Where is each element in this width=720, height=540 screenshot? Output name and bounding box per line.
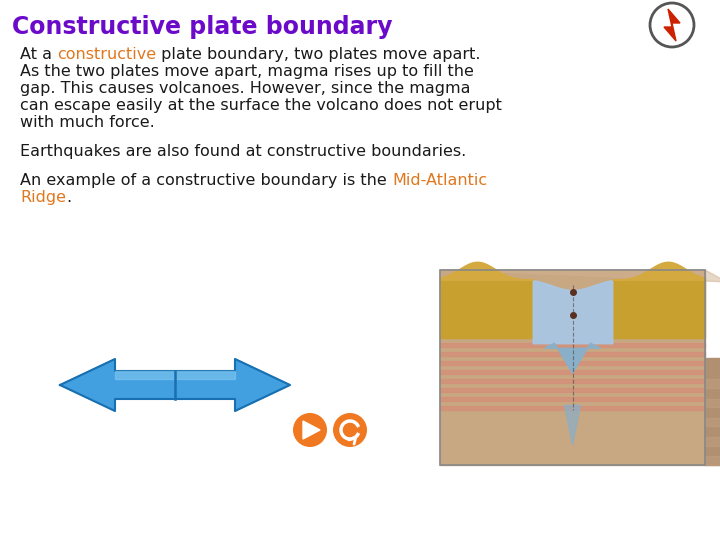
Polygon shape bbox=[440, 343, 705, 347]
Polygon shape bbox=[440, 270, 705, 465]
Polygon shape bbox=[544, 343, 600, 373]
Text: with much force.: with much force. bbox=[20, 115, 155, 130]
Polygon shape bbox=[440, 280, 533, 338]
Polygon shape bbox=[705, 357, 720, 465]
Text: Mid-Atlantic: Mid-Atlantic bbox=[392, 173, 487, 188]
Polygon shape bbox=[664, 9, 680, 41]
Text: As the two plates move apart, magma rises up to fill the: As the two plates move apart, magma rise… bbox=[20, 64, 474, 79]
Text: plate boundary, two plates move apart.: plate boundary, two plates move apart. bbox=[156, 47, 481, 62]
Text: At a: At a bbox=[20, 47, 57, 62]
Text: Constructive plate boundary: Constructive plate boundary bbox=[12, 15, 392, 39]
Polygon shape bbox=[303, 421, 320, 439]
Circle shape bbox=[293, 413, 327, 447]
Circle shape bbox=[333, 413, 367, 447]
Polygon shape bbox=[612, 280, 705, 338]
Text: Earthquakes are also found at constructive boundaries.: Earthquakes are also found at constructi… bbox=[20, 144, 467, 159]
Text: An example of a constructive boundary is the: An example of a constructive boundary is… bbox=[20, 173, 392, 188]
Text: Ridge: Ridge bbox=[20, 190, 66, 205]
Bar bbox=[440, 270, 705, 465]
Text: constructive: constructive bbox=[57, 47, 156, 62]
Polygon shape bbox=[440, 361, 705, 365]
Polygon shape bbox=[705, 456, 720, 465]
Polygon shape bbox=[705, 399, 720, 407]
Polygon shape bbox=[705, 418, 720, 427]
Polygon shape bbox=[440, 388, 705, 393]
Polygon shape bbox=[60, 359, 290, 411]
Polygon shape bbox=[440, 397, 705, 401]
Polygon shape bbox=[440, 379, 705, 383]
Text: gap. This causes volcanoes. However, since the magma: gap. This causes volcanoes. However, sin… bbox=[20, 81, 470, 96]
Text: .: . bbox=[66, 190, 71, 205]
Polygon shape bbox=[705, 379, 720, 388]
Polygon shape bbox=[564, 406, 580, 445]
Polygon shape bbox=[440, 270, 720, 282]
Polygon shape bbox=[115, 371, 235, 379]
Polygon shape bbox=[705, 437, 720, 445]
Text: can escape easily at the surface the volcano does not erupt: can escape easily at the surface the vol… bbox=[20, 98, 502, 113]
Polygon shape bbox=[440, 406, 705, 410]
Polygon shape bbox=[440, 370, 705, 374]
Polygon shape bbox=[440, 352, 705, 356]
